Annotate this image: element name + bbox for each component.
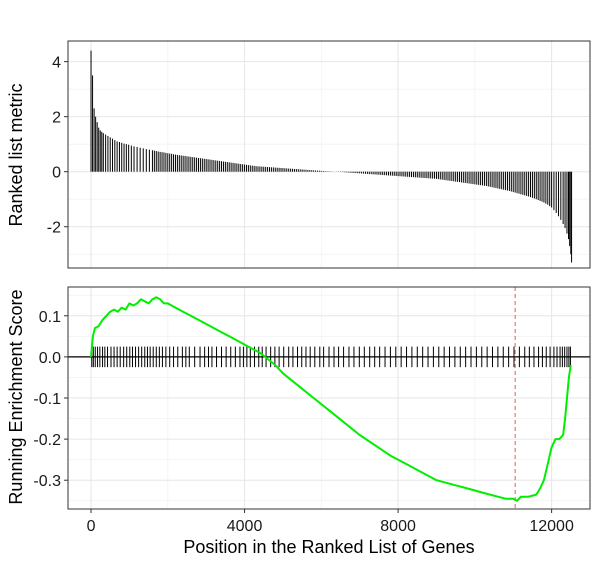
bottom-y-tick-label: 0.1 [39,309,61,326]
top-y-tick-label: 2 [52,110,61,127]
top-panel-border [67,40,591,269]
top-y-axis-title: Ranked list metric [6,83,26,226]
bottom-y-tick-label: -0.2 [33,432,61,449]
x-tick-label: 8000 [380,518,416,535]
top-y-tick-label: -2 [47,220,61,237]
bottom-y-tick-label: 0.0 [39,350,61,367]
bottom-y-axis-title: Running Enrichment Score [6,289,26,504]
running-enrichment-line [90,296,572,502]
x-tick-label: 0 [87,518,96,535]
x-tick-label: 4000 [227,518,263,535]
top-y-tick-label: 4 [52,55,61,72]
x-axis-title: Position in the Ranked List of Genes [183,537,474,557]
enrichment-score-panel: 0.1 0.0 -0.1 -0.2 -0.3 0 4000 8000 12000 [33,286,591,535]
bottom-y-tick-label: -0.3 [33,473,61,490]
x-tick-label: 12000 [529,518,574,535]
top-y-tick-label: 0 [52,165,61,182]
bottom-y-tick-label: -0.1 [33,391,61,408]
ranked-metric-panel: 4 2 0 -2 [47,40,591,269]
